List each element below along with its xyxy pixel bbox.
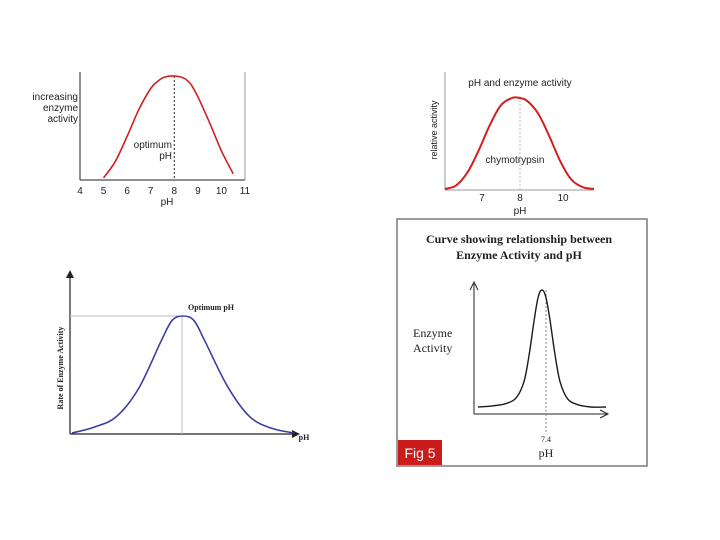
chart-4-y-arrow-icon — [469, 280, 479, 291]
chart-2-title: pH and enzyme activity — [468, 78, 571, 89]
chart-4-frame — [396, 218, 648, 467]
chart-1-tick-label-9: 9 — [195, 186, 201, 197]
chart-4-fig-badge — [398, 440, 442, 465]
chart-1-tick-label-7: 7 — [148, 186, 154, 197]
chart-4-ylabel-line-1: Enzyme — [413, 326, 452, 340]
chart-1-ylabel-line-1: increasing — [32, 92, 78, 103]
chart-4: Curve showing relationship between Enzym… — [396, 218, 648, 467]
chart-2: pH and enzyme activity relative activity… — [429, 72, 595, 217]
chart-3-y-arrow-icon — [66, 270, 74, 278]
chart-3: Rate of Enzyme Activity Optimum pH pH — [56, 270, 310, 442]
chart-4-curve — [477, 289, 607, 408]
chart-4-title-line-2: Enzyme Activity and pH — [456, 248, 582, 262]
chart-2-curve — [444, 96, 595, 190]
chart-1-annotation-line-1: optimum — [134, 140, 172, 151]
chart-1-annotation-line-2: pH — [159, 151, 172, 162]
chart-1-xlabel: pH — [161, 197, 174, 208]
chart-2-tick-label-8: 8 — [517, 193, 523, 204]
chart-4-title-line-1: Curve showing relationship between — [426, 232, 612, 246]
chart-4-xlabel: pH — [539, 446, 554, 460]
chart-4-x-arrow-icon — [599, 409, 610, 419]
chart-2-tick-label-10: 10 — [557, 193, 569, 204]
chart-1-ylabel-line-2: enzyme — [43, 103, 78, 114]
chart-2-ylabel: relative activity — [429, 100, 439, 160]
chart-2-series-label: chymotrypsin — [486, 155, 545, 166]
chart-1-tick-label-4: 4 — [77, 186, 83, 197]
chart-3-annotation: Optimum pH — [188, 303, 235, 312]
chart-2-xlabel: pH — [514, 206, 527, 217]
chart-1-ylabel-line-3: activity — [47, 114, 78, 125]
chart-4-ylabel-line-2: Activity — [413, 341, 452, 355]
chart-3-ylabel: Rate of Enzyme Activity — [56, 327, 65, 410]
chart-1-tick-label-10: 10 — [216, 186, 228, 197]
chart-1-tick-label-6: 6 — [124, 186, 130, 197]
chart-1-tick-label-8: 8 — [172, 186, 178, 197]
chart-1-tick-label-11: 11 — [240, 186, 251, 197]
chart-4-peak-label: 7.4 — [541, 435, 551, 444]
chart-3-curve — [71, 315, 295, 434]
chart-3-xlabel: pH — [299, 433, 310, 442]
chart-4-fig-badge-label: Fig 5 — [404, 445, 435, 461]
chart-1-tick-label-5: 5 — [101, 186, 107, 197]
chart-2-tick-label-7: 7 — [479, 193, 485, 204]
chart-3-x-arrow-icon — [292, 430, 300, 438]
chart-1: increasing enzyme activity optimum pH 4 5… — [32, 72, 251, 208]
chart-1-curve — [102, 75, 234, 179]
chart-1-tick-labels: 4 5 6 7 8 9 10 11 — [77, 186, 250, 197]
